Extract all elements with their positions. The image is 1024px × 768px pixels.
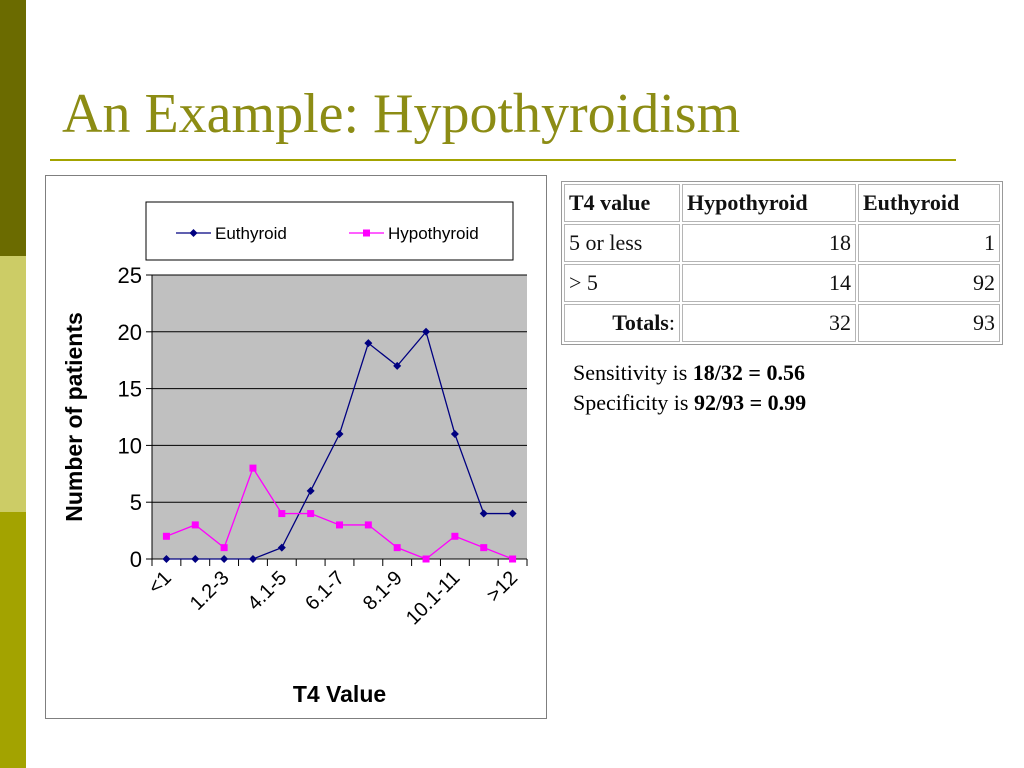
data-point-hypothyroid: [364, 521, 372, 529]
data-point-hypothyroid: [307, 510, 315, 518]
legend-label-hypothyroid: Hypothyroid: [388, 224, 479, 243]
line-chart: 0 5 10 15 20 25 <1 1.2-3 4.1-5 6.1-7 8.1-910.1-11 >…: [61, 201, 528, 707]
table-row: 5 or less 18 1: [564, 224, 1000, 262]
x-tick-label: 10.1-11: [402, 567, 464, 629]
table-totals-row: Totals: 32 93: [564, 304, 1000, 342]
legend-label-euthyroid: Euthyroid: [215, 224, 287, 243]
data-point-hypothyroid: [393, 544, 401, 552]
header-euthyroid: Euthyroid: [858, 184, 1000, 222]
sidebar-block-medium: [0, 512, 26, 768]
data-point-hypothyroid: [278, 510, 286, 518]
table-row: > 5 14 92: [564, 264, 1000, 302]
legend-box: [145, 201, 514, 261]
table-header-row: T4 value Hypothyroid Euthyroid: [564, 184, 1000, 222]
data-point-euthyroid: [248, 555, 257, 563]
row-label: 5 or less: [564, 224, 680, 262]
legend-marker-euthyroid: [189, 229, 198, 237]
y-tick-label: 15: [118, 377, 142, 402]
x-tick-label: 4.1-5: [244, 567, 292, 615]
cell-euthyroid: 1: [858, 224, 1000, 262]
sensitivity-value: 18/32 = 0.56: [692, 360, 805, 385]
y-tick-label: 25: [118, 263, 142, 288]
specificity-line: Specificity is 92/93 = 0.99: [573, 388, 806, 418]
data-point-hypothyroid: [249, 464, 257, 472]
y-tick-label: 0: [130, 547, 142, 572]
data-point-hypothyroid: [191, 521, 199, 529]
cell-hypothyroid: 14: [682, 264, 856, 302]
data-point-euthyroid: [306, 486, 315, 495]
total-euthyroid: 93: [858, 304, 1000, 342]
legend-marker-hypothyroid: [363, 229, 370, 237]
title-underline: [50, 159, 956, 161]
y-tick-label: 5: [130, 490, 142, 515]
data-point-hypothyroid: [451, 532, 459, 540]
y-axis-title: Number of patients: [61, 312, 87, 522]
x-tick-label: 8.1-9: [359, 567, 407, 615]
header-t4-value: T4 value: [564, 184, 680, 222]
data-point-euthyroid: [220, 555, 229, 563]
table-container: T4 value Hypothyroid Euthyroid 5 or less…: [561, 181, 1003, 345]
x-tick-label: <1: [144, 567, 176, 599]
data-point-euthyroid: [191, 555, 200, 563]
chart-container: 0 5 10 15 20 25 <1 1.2-3 4.1-5 6.1-7 8.1-9 10.1-11 >…: [45, 175, 547, 719]
slide-title: An Example: Hypothyroidism: [62, 83, 741, 145]
y-tick-label: 20: [118, 320, 142, 345]
data-point-euthyroid: [364, 339, 373, 348]
data-point-euthyroid: [450, 430, 459, 439]
cell-euthyroid: 92: [858, 264, 1000, 302]
data-point-hypothyroid: [336, 521, 343, 529]
data-point-hypothyroid: [220, 544, 228, 552]
x-axis-title: T4 Value: [293, 681, 386, 707]
t4-contingency-table: T4 value Hypothyroid Euthyroid 5 or less…: [561, 181, 1003, 345]
x-tick-label: >12: [483, 567, 523, 607]
row-label: > 5: [564, 264, 680, 302]
data-point-hypothyroid: [162, 532, 170, 540]
sensitivity-label: Sensitivity is: [573, 360, 693, 385]
totals-colon: :: [668, 310, 675, 335]
y-tick-label: 10: [118, 433, 142, 458]
x-tick-label: 6.1-7: [301, 567, 349, 615]
plot-area: [152, 275, 527, 559]
totals-label-text: Totals: [612, 310, 669, 335]
sidebar-block-dark: [0, 0, 26, 256]
data-point-euthyroid: [422, 327, 431, 336]
data-point-euthyroid: [277, 543, 286, 552]
data-point-euthyroid: [508, 509, 517, 518]
data-point-hypothyroid: [509, 555, 517, 563]
data-point-euthyroid: [479, 509, 488, 518]
statistics-text: Sensitivity is 18/32 = 0.56 Specificity …: [573, 358, 806, 418]
data-point-hypothyroid: [480, 544, 488, 552]
specificity-value: 92/93 = 0.99: [693, 390, 807, 415]
data-point-euthyroid: [162, 555, 171, 563]
specificity-label: Specificity is: [573, 390, 694, 415]
data-point-euthyroid: [393, 361, 402, 370]
totals-label: Totals:: [564, 304, 680, 342]
slide-sidebar: [0, 0, 26, 768]
cell-hypothyroid: 18: [682, 224, 856, 262]
total-hypothyroid: 32: [682, 304, 856, 342]
header-hypothyroid: Hypothyroid: [682, 184, 856, 222]
x-tick-label: 1.2-3: [186, 567, 234, 615]
sensitivity-line: Sensitivity is 18/32 = 0.56: [573, 358, 806, 388]
sidebar-block-light: [0, 256, 26, 512]
data-point-euthyroid: [335, 430, 344, 439]
data-point-hypothyroid: [422, 555, 430, 563]
